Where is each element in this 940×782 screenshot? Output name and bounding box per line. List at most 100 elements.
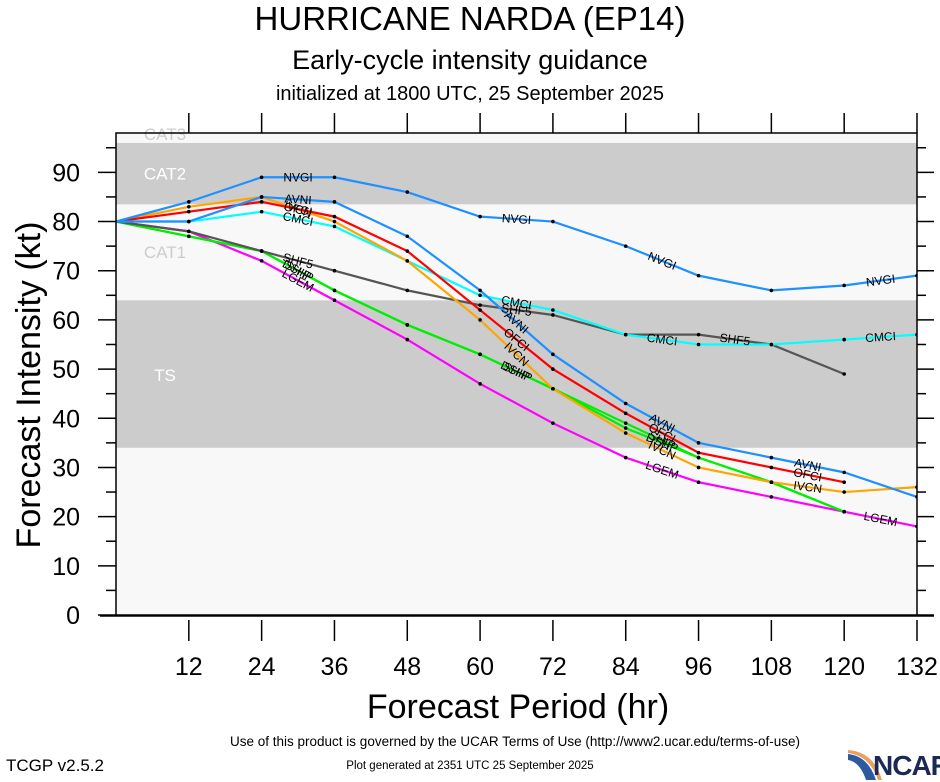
data-point-ivcn (623, 431, 628, 435)
data-point-ofci (769, 465, 774, 470)
band-cat2 (116, 142, 917, 205)
data-point-ship (842, 509, 846, 514)
data-point-nvgi (623, 244, 628, 248)
data-point-ivcn (769, 480, 774, 485)
y-tick-label: 20 (52, 504, 80, 532)
plot-frame (115, 132, 918, 616)
data-point-ship (623, 421, 628, 425)
data-point-ofci (332, 214, 337, 219)
data-point-ivcn (696, 465, 701, 470)
data-point-cmci (623, 332, 628, 337)
data-point-dshp (623, 426, 628, 430)
data-point-ivcn (187, 204, 191, 209)
data-point-ivcn (551, 386, 555, 391)
version-label: TCGP v2.5.2 (6, 756, 104, 775)
data-point-ship (332, 288, 337, 293)
y-tick-label: 60 (52, 307, 80, 335)
x-tick-label: 12 (175, 653, 203, 681)
data-point-ofci (623, 411, 628, 416)
data-point-ofci (551, 367, 555, 371)
y-tick-label: 90 (52, 159, 80, 187)
data-point-nvgi (769, 288, 774, 293)
data-point-avni (478, 288, 482, 293)
x-tick-label: 132 (896, 653, 938, 681)
data-point-shf5 (696, 332, 701, 337)
data-point-lgem (551, 421, 555, 425)
data-point-lgem (696, 480, 701, 485)
band-cat3 (116, 133, 917, 143)
terms-of-use-text: Use of this product is governed by the U… (230, 734, 800, 749)
data-point-lgem (623, 455, 628, 460)
data-point-nvgi (696, 273, 701, 278)
band-label-ts: TS (154, 366, 176, 385)
y-tick-label: 70 (52, 258, 80, 286)
data-point-avni (332, 200, 337, 204)
data-point-nvgi (842, 283, 846, 288)
series-label-cmci: CMCI (865, 329, 897, 345)
generated-time: Plot generated at 2351 UTC 25 September … (346, 760, 594, 772)
data-point-shf5 (405, 288, 410, 293)
series-label-shf5: SHF5 (719, 331, 752, 349)
intensity-chart: TS CAT1 CAT2 CAT3 LGEMLGEMLGEMDSHPDSHPDSHPSH… (10, 113, 938, 726)
y-tick-label: 80 (52, 209, 80, 237)
data-point-nvgi (551, 219, 555, 224)
y-tick-label: 10 (52, 553, 80, 581)
series-label-cmci: CMCI (646, 331, 678, 349)
data-point-ship (405, 323, 410, 327)
chart-title: HURRICANE NARDA (EP14) (254, 0, 686, 37)
data-point-shf5 (187, 229, 191, 234)
data-point-cmci (259, 209, 264, 214)
data-point-ivcn (405, 259, 410, 263)
series-label-nvgi: NVGI (501, 211, 531, 227)
y-tick-label: 0 (66, 602, 80, 630)
series-label-lgem: LGEM (863, 509, 899, 529)
series-line-cmci (116, 210, 917, 346)
data-point-ofci (259, 200, 264, 204)
data-point-nvgi (405, 190, 410, 194)
data-point-lgem (405, 337, 410, 342)
y-tick-label: 30 (52, 454, 80, 482)
init-time: initialized at 1800 UTC, 25 September 20… (275, 83, 664, 105)
data-point-shf5 (842, 372, 846, 376)
data-point-nvgi (187, 200, 191, 204)
data-point-lgem (478, 382, 482, 386)
data-point-avni (551, 352, 555, 357)
x-tick-label: 72 (539, 653, 567, 681)
x-tick-label: 60 (466, 653, 494, 681)
data-point-nvgi (478, 214, 482, 219)
data-point-avni (187, 219, 191, 224)
series-line-nvgi (116, 176, 917, 292)
y-axis-title: Forecast Intensity (kt) (10, 222, 48, 549)
series-label-avni: AVNI (284, 191, 312, 207)
data-point-lgem (332, 298, 337, 303)
series-label-avni: AVNI (793, 455, 822, 474)
data-point-ivcn (332, 219, 337, 224)
data-point-avni (842, 470, 846, 475)
data-point-avni (405, 234, 410, 239)
series-label-cmci: CMCI (282, 209, 315, 229)
x-tick-label: 96 (685, 653, 713, 681)
data-point-ofci (187, 209, 191, 214)
x-tick-label: 48 (393, 653, 421, 681)
band-cat1 (116, 204, 917, 301)
x-tick-label: 84 (612, 653, 640, 681)
y-tick-label: 50 (52, 356, 80, 384)
data-point-avni (259, 195, 264, 199)
series-line-ivcn (116, 195, 917, 494)
series-label-ivcn: IVCN (793, 478, 823, 496)
data-point-ship (187, 234, 191, 239)
series-line-lgem (116, 220, 917, 528)
band-label-cat1: CAT1 (144, 243, 186, 262)
band-label-cat3: CAT3 (144, 125, 186, 144)
x-tick-label: 108 (751, 653, 793, 681)
data-point-ship (478, 352, 482, 357)
x-axis-title: Forecast Period (hr) (367, 688, 669, 726)
series-label-ofci: OFCI (283, 200, 314, 219)
series-label-nvgi: NVGI (865, 272, 896, 290)
band-label-cat2: CAT2 (144, 164, 186, 183)
data-point-ofci (405, 249, 410, 253)
data-point-avni (623, 401, 628, 406)
data-point-cmci (842, 337, 846, 342)
data-point-shf5 (478, 303, 482, 307)
x-tick-label: 24 (248, 653, 276, 681)
